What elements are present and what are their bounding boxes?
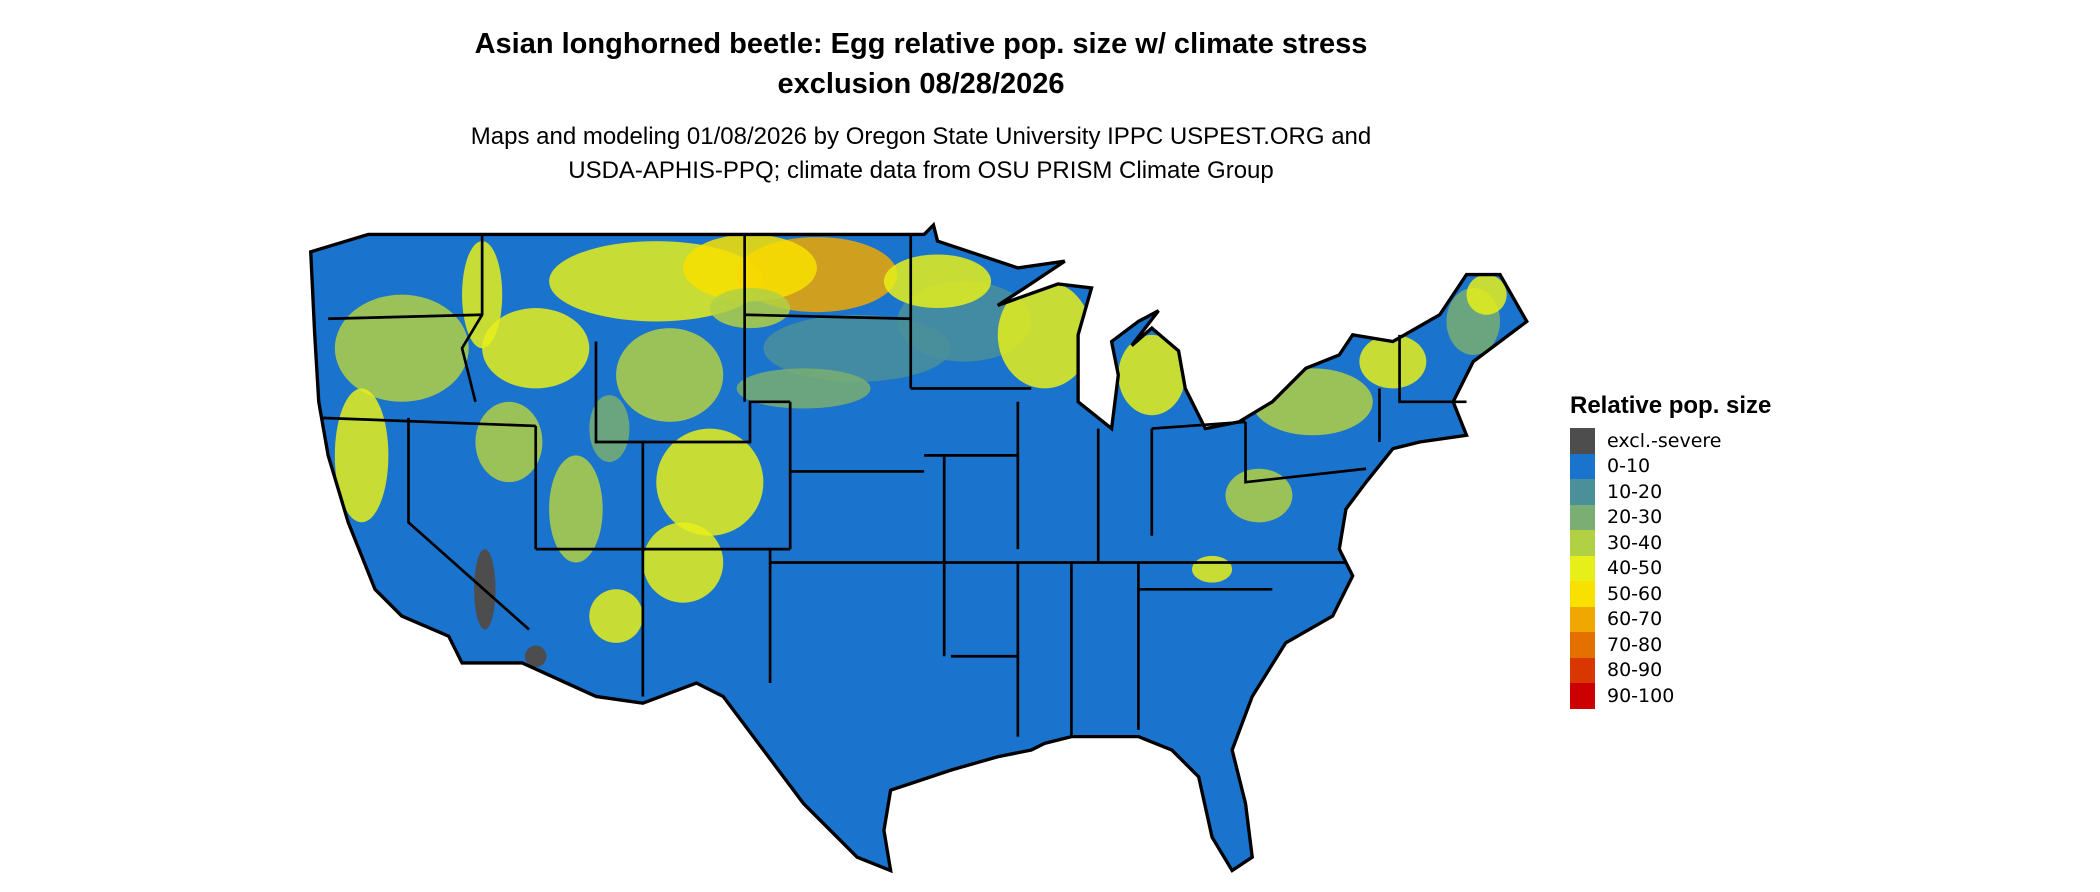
legend-item: 50-60 [1570, 581, 1771, 607]
legend-label: 70-80 [1607, 633, 1663, 656]
suitability-patch [334, 294, 469, 402]
legend-label: 60-70 [1607, 608, 1663, 631]
legend: Relative pop. size excl.-severe 0-10 10-20… [1570, 392, 1771, 709]
suitability-patch [1118, 334, 1186, 416]
legend-label: excl.-severe [1607, 429, 1722, 452]
legend-item: excl.-severe [1570, 428, 1771, 454]
suitability-patch [589, 589, 643, 643]
state-border [407, 417, 530, 631]
legend-swatch [1570, 606, 1595, 632]
suitability-patch [883, 254, 992, 309]
subtitle-line1: Maps and modeling 01/08/2026 by Oregon S… [470, 123, 1372, 150]
legend-item: 10-20 [1570, 479, 1771, 505]
legend-label: 0-10 [1607, 455, 1651, 478]
suitability-patch [616, 328, 724, 422]
legend-swatch [1570, 555, 1595, 581]
suitability-patch [589, 395, 630, 463]
legend-item: 80-90 [1570, 657, 1771, 683]
us-outline [308, 221, 1529, 874]
legend-swatch [1570, 657, 1595, 683]
suitability-patch [475, 401, 543, 483]
legend-swatch [1570, 504, 1595, 530]
state-border [1244, 421, 1367, 484]
suitability-patch [1359, 334, 1427, 389]
legend-label: 10-20 [1607, 480, 1663, 503]
legend-swatch [1570, 530, 1595, 556]
state-border [460, 234, 484, 403]
suitability-patch [549, 455, 603, 563]
suitability-patches [334, 234, 1507, 667]
legend-title: Relative pop. size [1570, 392, 1772, 419]
legend-item: 60-70 [1570, 606, 1771, 632]
legend-label: 30-40 [1607, 531, 1663, 554]
state-borders [321, 234, 1467, 737]
state-border [1398, 334, 1467, 404]
legend-swatch [1570, 479, 1595, 505]
suitability-patch [997, 281, 1092, 389]
legend-label: 50-60 [1607, 582, 1663, 605]
map-title-line2: exclusion 08/28/2026 [777, 68, 1065, 100]
suitability-patch [1225, 468, 1293, 523]
us-land-fill [310, 225, 1527, 871]
suitability-patch [1191, 555, 1233, 583]
legend-swatch [1570, 428, 1595, 454]
suitability-patch [709, 287, 791, 329]
legend-label: 20-30 [1607, 506, 1663, 529]
suitability-patch [683, 234, 817, 302]
state-border [328, 313, 483, 321]
state-border [641, 441, 791, 551]
legend-label: 40-50 [1607, 557, 1663, 580]
state-border [321, 416, 536, 428]
legend-item: 30-40 [1570, 530, 1771, 556]
legend-swatch [1570, 453, 1595, 479]
subtitle-line2: USDA-APHIS-PPQ; climate data from OSU PR… [568, 157, 1274, 184]
state-border [744, 313, 911, 321]
legend-item: 40-50 [1570, 555, 1771, 581]
state-border [594, 341, 791, 444]
suitability-patch [642, 522, 724, 603]
legend-swatch [1570, 632, 1595, 658]
legend-label: 90-100 [1607, 684, 1675, 707]
suitability-patch [656, 428, 764, 536]
excluded-patch [525, 645, 547, 667]
suitability-patch [482, 308, 590, 389]
legend-item: 0-10 [1570, 453, 1771, 479]
suitability-patch [1466, 274, 1507, 315]
suitability-patch [334, 388, 389, 523]
legend-label: 80-90 [1607, 659, 1663, 682]
legend-swatch [1570, 581, 1595, 607]
suitability-patch [736, 368, 871, 409]
legend-item: 90-100 [1570, 683, 1771, 709]
map-title-line1: Asian longhorned beetle: Egg relative po… [474, 28, 1368, 60]
legend-item: 20-30 [1570, 504, 1771, 530]
legend-swatch [1570, 683, 1595, 709]
legend-item: 70-80 [1570, 632, 1771, 658]
